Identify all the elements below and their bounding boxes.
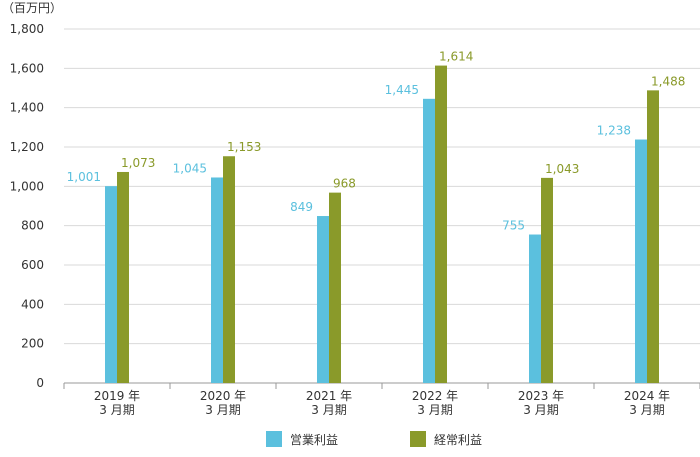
y-tick-label: 800 — [21, 219, 44, 233]
x-tick-label: 2023 年 — [518, 389, 564, 403]
bar — [317, 216, 329, 383]
legend-swatch — [410, 431, 426, 447]
x-tick-label: 3 月期 — [629, 403, 664, 417]
bar — [105, 186, 117, 383]
y-tick-label: 1,800 — [10, 22, 44, 36]
x-tick-label: 2024 年 — [624, 389, 670, 403]
legend-label: 経常利益 — [434, 433, 482, 447]
gridlines — [64, 28, 700, 384]
legend-label: 営業利益 — [290, 433, 338, 447]
x-tick-label: 2019 年 — [94, 389, 140, 403]
data-label: 1,001 — [67, 170, 101, 184]
x-tick-label: 3 月期 — [99, 403, 134, 417]
x-tick-label: 2021 年 — [306, 389, 352, 403]
bar — [423, 98, 435, 384]
x-tick-label: 3 月期 — [417, 403, 452, 417]
x-tick-label: 3 月期 — [311, 403, 346, 417]
y-tick-label: 1,200 — [10, 140, 44, 154]
x-tick-label: 3 月期 — [523, 403, 558, 417]
data-labels: 1,001 1,073 1,045 1,153 849 968 1,445 1,614 755 1… — [67, 50, 686, 233]
y-tick-label: 1,600 — [10, 61, 44, 75]
bar — [117, 171, 129, 383]
data-label: 1,153 — [227, 140, 261, 154]
bar — [529, 234, 541, 383]
y-tick-label: 1,400 — [10, 101, 44, 115]
data-label: 1,488 — [651, 74, 685, 88]
legend-swatch — [266, 431, 282, 447]
y-tick-label: 600 — [21, 258, 44, 272]
bar — [635, 139, 647, 383]
x-tick-label: 2020 年 — [200, 389, 246, 403]
bar — [329, 192, 341, 383]
data-label: 755 — [502, 219, 525, 233]
x-tick-label: 2022 年 — [412, 389, 458, 403]
data-label: 1,073 — [121, 156, 155, 170]
data-label: 1,045 — [173, 161, 207, 175]
data-label: 1,043 — [545, 162, 579, 176]
data-label: 1,614 — [439, 50, 473, 64]
y-tick-label: 200 — [21, 337, 44, 351]
bar — [541, 177, 553, 383]
y-tick-label: 400 — [21, 297, 44, 311]
bar — [435, 65, 447, 383]
data-label: 1,238 — [597, 124, 631, 138]
data-label: 968 — [333, 177, 356, 191]
bar — [223, 156, 235, 383]
bars — [105, 65, 659, 384]
data-label: 849 — [290, 200, 313, 214]
x-tick-label: 3 月期 — [205, 403, 240, 417]
y-tick-label: 1,000 — [10, 179, 44, 193]
y-tick-label: 0 — [36, 376, 44, 390]
bar — [647, 90, 659, 384]
legend: 営業利益 経常利益 — [266, 431, 482, 447]
y-axis-unit-label: （百万円） — [2, 1, 62, 15]
data-label: 1,445 — [385, 83, 419, 97]
bar — [211, 177, 223, 383]
y-axis-ticks: 0 200 400 600 800 1,000 1,200 1,400 1,600 1,800 — [10, 22, 44, 390]
